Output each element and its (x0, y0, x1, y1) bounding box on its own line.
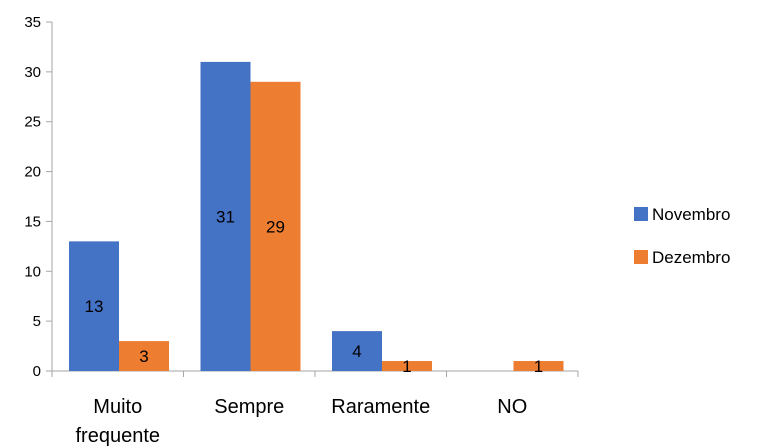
data-label: 31 (216, 207, 235, 226)
y-tick-label: 5 (33, 313, 41, 330)
y-tick-label: 10 (24, 263, 41, 280)
x-tick-label: Muito frequente (75, 396, 160, 447)
y-tick-label: 30 (24, 64, 41, 81)
bar-novembro-2 (332, 331, 382, 371)
x-tick-label: Sempre (214, 396, 284, 418)
bar-dezembro-3 (513, 361, 564, 371)
data-label: 1 (402, 357, 411, 376)
legend-label: Dezembro (652, 248, 730, 267)
legend-swatch-novembro (634, 207, 648, 221)
data-label: 29 (266, 217, 285, 236)
bar-dezembro-2 (382, 361, 432, 371)
bars (69, 61, 564, 372)
x-tick-label-line: Muito (93, 396, 142, 418)
y-tick-label: 35 (24, 14, 41, 31)
bar-dezembro-1 (250, 81, 301, 371)
bar-novembro-0 (69, 241, 119, 371)
data-label: 3 (139, 347, 148, 366)
y-tick-label: 0 (33, 363, 41, 380)
x-tick-label-line: NO (497, 396, 527, 418)
x-axis: Muito frequente Sempre Raramente NO (51, 370, 579, 447)
x-tick-label-line: Raramente (331, 396, 430, 418)
y-tick-label: 15 (24, 213, 41, 230)
legend-label: Novembro (652, 205, 730, 224)
legend: Novembro Dezembro (634, 205, 730, 267)
bar-novembro-1 (200, 61, 251, 372)
data-labels: 13 31 4 3 29 1 1 (85, 207, 544, 376)
x-tick-label-line: frequente (75, 425, 160, 447)
bar-dezembro-0 (119, 341, 169, 371)
data-label: 1 (534, 357, 543, 376)
x-tick-label-line: Sempre (214, 396, 284, 418)
data-label: 13 (85, 297, 104, 316)
y-tick-label: 25 (24, 114, 41, 131)
x-tick-label: Raramente (331, 396, 430, 418)
y-axis: 0 5 10 15 20 25 30 35 (24, 14, 53, 380)
legend-swatch-dezembro (634, 250, 648, 264)
data-label: 4 (352, 342, 361, 361)
y-tick-label: 20 (24, 164, 41, 181)
x-tick-label: NO (497, 396, 527, 418)
